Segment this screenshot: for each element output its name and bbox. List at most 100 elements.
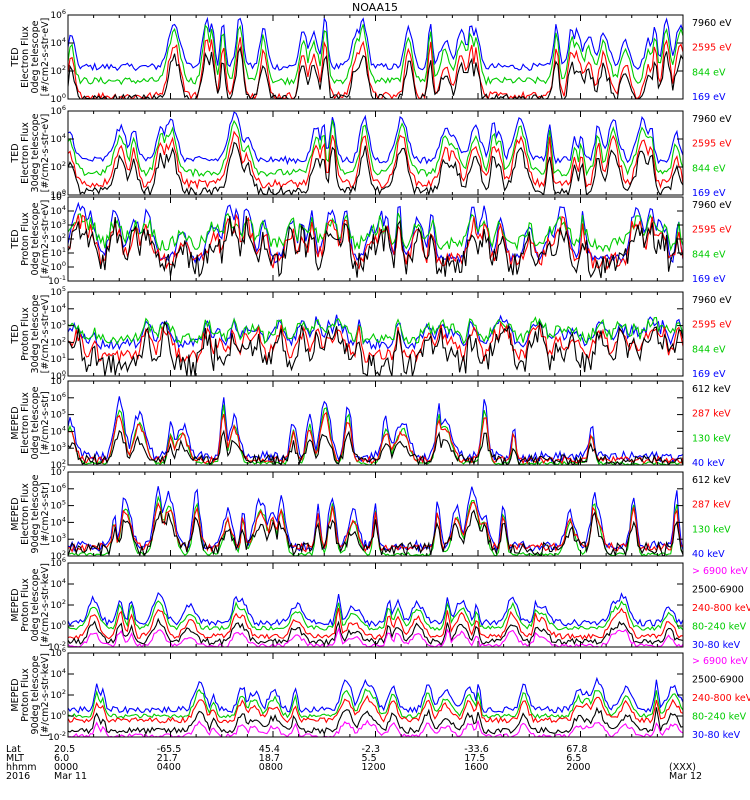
legend-entry: 40 keV <box>692 549 725 560</box>
series-line <box>68 213 683 271</box>
x-tick-label-mlt: 6.0 <box>54 753 69 764</box>
legend-entry: 7960 eV <box>692 114 732 125</box>
legend-entry: 844 eV <box>692 249 726 260</box>
x-tick-label-date: Mar 12 <box>669 771 702 782</box>
legend-entry: 7960 eV <box>692 18 732 29</box>
y-tick-label: 102 <box>50 335 66 348</box>
x-tick-label-hhmm: 0400 <box>157 762 181 773</box>
y-tick-label: 106 <box>50 104 66 117</box>
legend-entry: 844 eV <box>692 67 726 78</box>
y-tick-label: 104 <box>50 302 66 315</box>
legend-entry: 30-80 keV <box>692 640 741 651</box>
x-tick-label-hhmm: 0800 <box>259 762 283 773</box>
x-tick-label-lat: -65.5 <box>157 744 182 755</box>
series-line <box>68 600 683 632</box>
legend-entry: 169 eV <box>692 92 726 103</box>
series-line <box>68 314 683 351</box>
legend-entry: 612 keV <box>692 475 731 486</box>
y-tick-label: 102 <box>50 64 66 77</box>
x-tick-label-lat: -2.3 <box>362 744 381 755</box>
x-tick-label-mlt: 21.7 <box>157 753 178 764</box>
panel-frame <box>67 14 684 100</box>
series-line <box>68 24 683 87</box>
series-line <box>68 688 683 720</box>
series-line <box>68 37 683 99</box>
legend-entry: 240-800 keV <box>692 603 750 614</box>
y-tick-label: 102 <box>50 232 66 245</box>
legend-entry: 2500-6900 <box>692 585 744 596</box>
y-tick-label: 104 <box>50 132 66 145</box>
x-row-label: Lat <box>6 744 21 755</box>
y-tick-label: 103 <box>50 532 66 545</box>
x-tick-label-hhmm: 1600 <box>464 762 488 773</box>
x-tick-label-lat: 45.4 <box>259 744 280 755</box>
legend-entry: 844 eV <box>692 344 726 355</box>
y-tick-label: 104 <box>50 515 66 528</box>
panel-frame <box>67 196 684 282</box>
legend-entry: 7960 eV <box>692 200 732 211</box>
chart-title: NOAA15 <box>352 1 398 14</box>
panel-frame <box>67 562 684 648</box>
x-tick-label-hhmm: 0000 <box>54 762 78 773</box>
legend-entry: 7960 eV <box>692 295 732 306</box>
legend-entry: 2595 eV <box>692 320 732 331</box>
series-line <box>68 46 683 99</box>
series-line <box>68 694 683 724</box>
y-tick-label: 106 <box>50 482 66 495</box>
series-line <box>68 111 683 166</box>
y-tick-label: 103 <box>50 441 66 454</box>
series-line <box>68 486 683 553</box>
y-tick-label: 102 <box>50 688 66 701</box>
legend-entry: 169 eV <box>692 188 726 199</box>
x-tick-label-lat: -33.6 <box>464 744 489 755</box>
x-row-label: 2016 <box>6 771 30 782</box>
y-tick-label: 106 <box>50 8 66 21</box>
y-tick-label: 106 <box>50 391 66 404</box>
legend-entry: 130 keV <box>692 433 731 444</box>
series-line <box>68 396 683 464</box>
y-tick-label: 104 <box>50 667 66 680</box>
y-axis-label: TEDProton Flux30deg telescope[#/cm2-s-st… <box>10 294 51 373</box>
x-tick-label-mlt: 5.5 <box>362 753 377 764</box>
y-tick-label: 101 <box>50 246 66 259</box>
legend-entry: 2595 eV <box>692 225 732 236</box>
x-tick-label-mlt: 18.7 <box>259 753 280 764</box>
legend-entry: 80-240 keV <box>692 622 747 633</box>
series-line <box>68 119 683 178</box>
y-axis-label: TEDProton Flux0deg telescope[#/cm2-s-str… <box>10 200 51 279</box>
y-axis-label: MEPEDProton Flux0deg telescope[#/cm2-s-s… <box>10 563 51 647</box>
y-tick-label: 104 <box>50 424 66 437</box>
y-tick-label: 100 <box>50 709 66 722</box>
x-tick-label-hhmm: 2000 <box>566 762 590 773</box>
y-tick-label: 104 <box>50 577 66 590</box>
x-row-label: MLT <box>6 753 24 764</box>
x-tick-label-hhmm: (XXX) <box>669 762 696 773</box>
series-line <box>68 509 683 556</box>
legend-entry: > 6900 keV <box>692 656 748 667</box>
y-tick-label: 104 <box>50 36 66 49</box>
x-tick-label-date: Mar 11 <box>54 771 87 782</box>
y-tick-label: 104 <box>50 204 66 217</box>
legend-entry: 287 keV <box>692 409 731 420</box>
y-axis-label: TEDElectron Flux30deg telescope[#/cm2-s-… <box>10 113 51 192</box>
series-line <box>68 607 683 640</box>
legend-entry: 287 keV <box>692 500 731 511</box>
legend-entry: 30-80 keV <box>692 730 741 741</box>
legend-entry: 844 eV <box>692 163 726 174</box>
legend-entry: 2500-6900 <box>692 675 744 686</box>
y-axis-label: MEPEDElectron Flux90deg telescope[#/cm2-… <box>10 474 51 553</box>
y-axis-label: MEPEDElectron Flux0deg telescope[#/cm2-s… <box>10 386 51 459</box>
legend-entry: 612 keV <box>692 384 731 395</box>
x-tick-label-mlt: 6.5 <box>566 753 581 764</box>
y-tick-label: 102 <box>50 598 66 611</box>
y-axis-label: TEDElectron Flux0deg telescope[#/cm2-s-s… <box>10 18 51 97</box>
legend-entry: 240-800 keV <box>692 693 750 704</box>
